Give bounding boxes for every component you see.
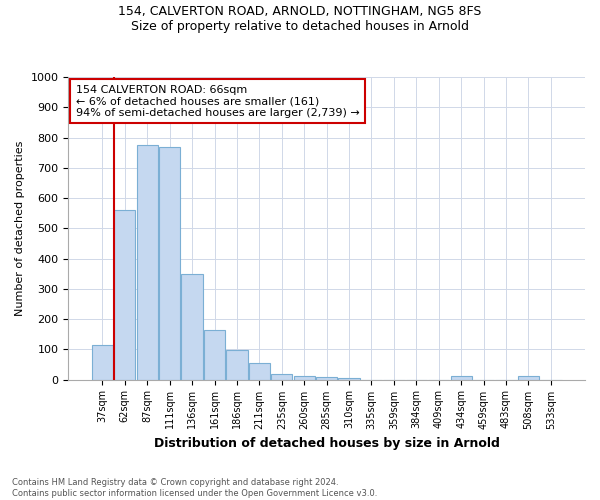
Y-axis label: Number of detached properties: Number of detached properties [15, 140, 25, 316]
Text: Contains HM Land Registry data © Crown copyright and database right 2024.
Contai: Contains HM Land Registry data © Crown c… [12, 478, 377, 498]
Bar [271, 374, 292, 380]
Bar [159, 146, 181, 380]
Bar [204, 330, 225, 380]
Bar [181, 274, 203, 380]
Bar [249, 363, 270, 380]
Bar [226, 350, 248, 380]
Bar [518, 376, 539, 380]
Text: 154 CALVERTON ROAD: 66sqm
← 6% of detached houses are smaller (161)
94% of semi-: 154 CALVERTON ROAD: 66sqm ← 6% of detach… [76, 84, 360, 118]
Bar [293, 376, 315, 380]
Bar [451, 376, 472, 380]
Bar [338, 378, 360, 380]
Bar [137, 145, 158, 380]
Bar [92, 345, 113, 380]
X-axis label: Distribution of detached houses by size in Arnold: Distribution of detached houses by size … [154, 437, 500, 450]
Bar [114, 210, 136, 380]
Text: 154, CALVERTON ROAD, ARNOLD, NOTTINGHAM, NG5 8FS
Size of property relative to de: 154, CALVERTON ROAD, ARNOLD, NOTTINGHAM,… [118, 5, 482, 33]
Bar [316, 377, 337, 380]
